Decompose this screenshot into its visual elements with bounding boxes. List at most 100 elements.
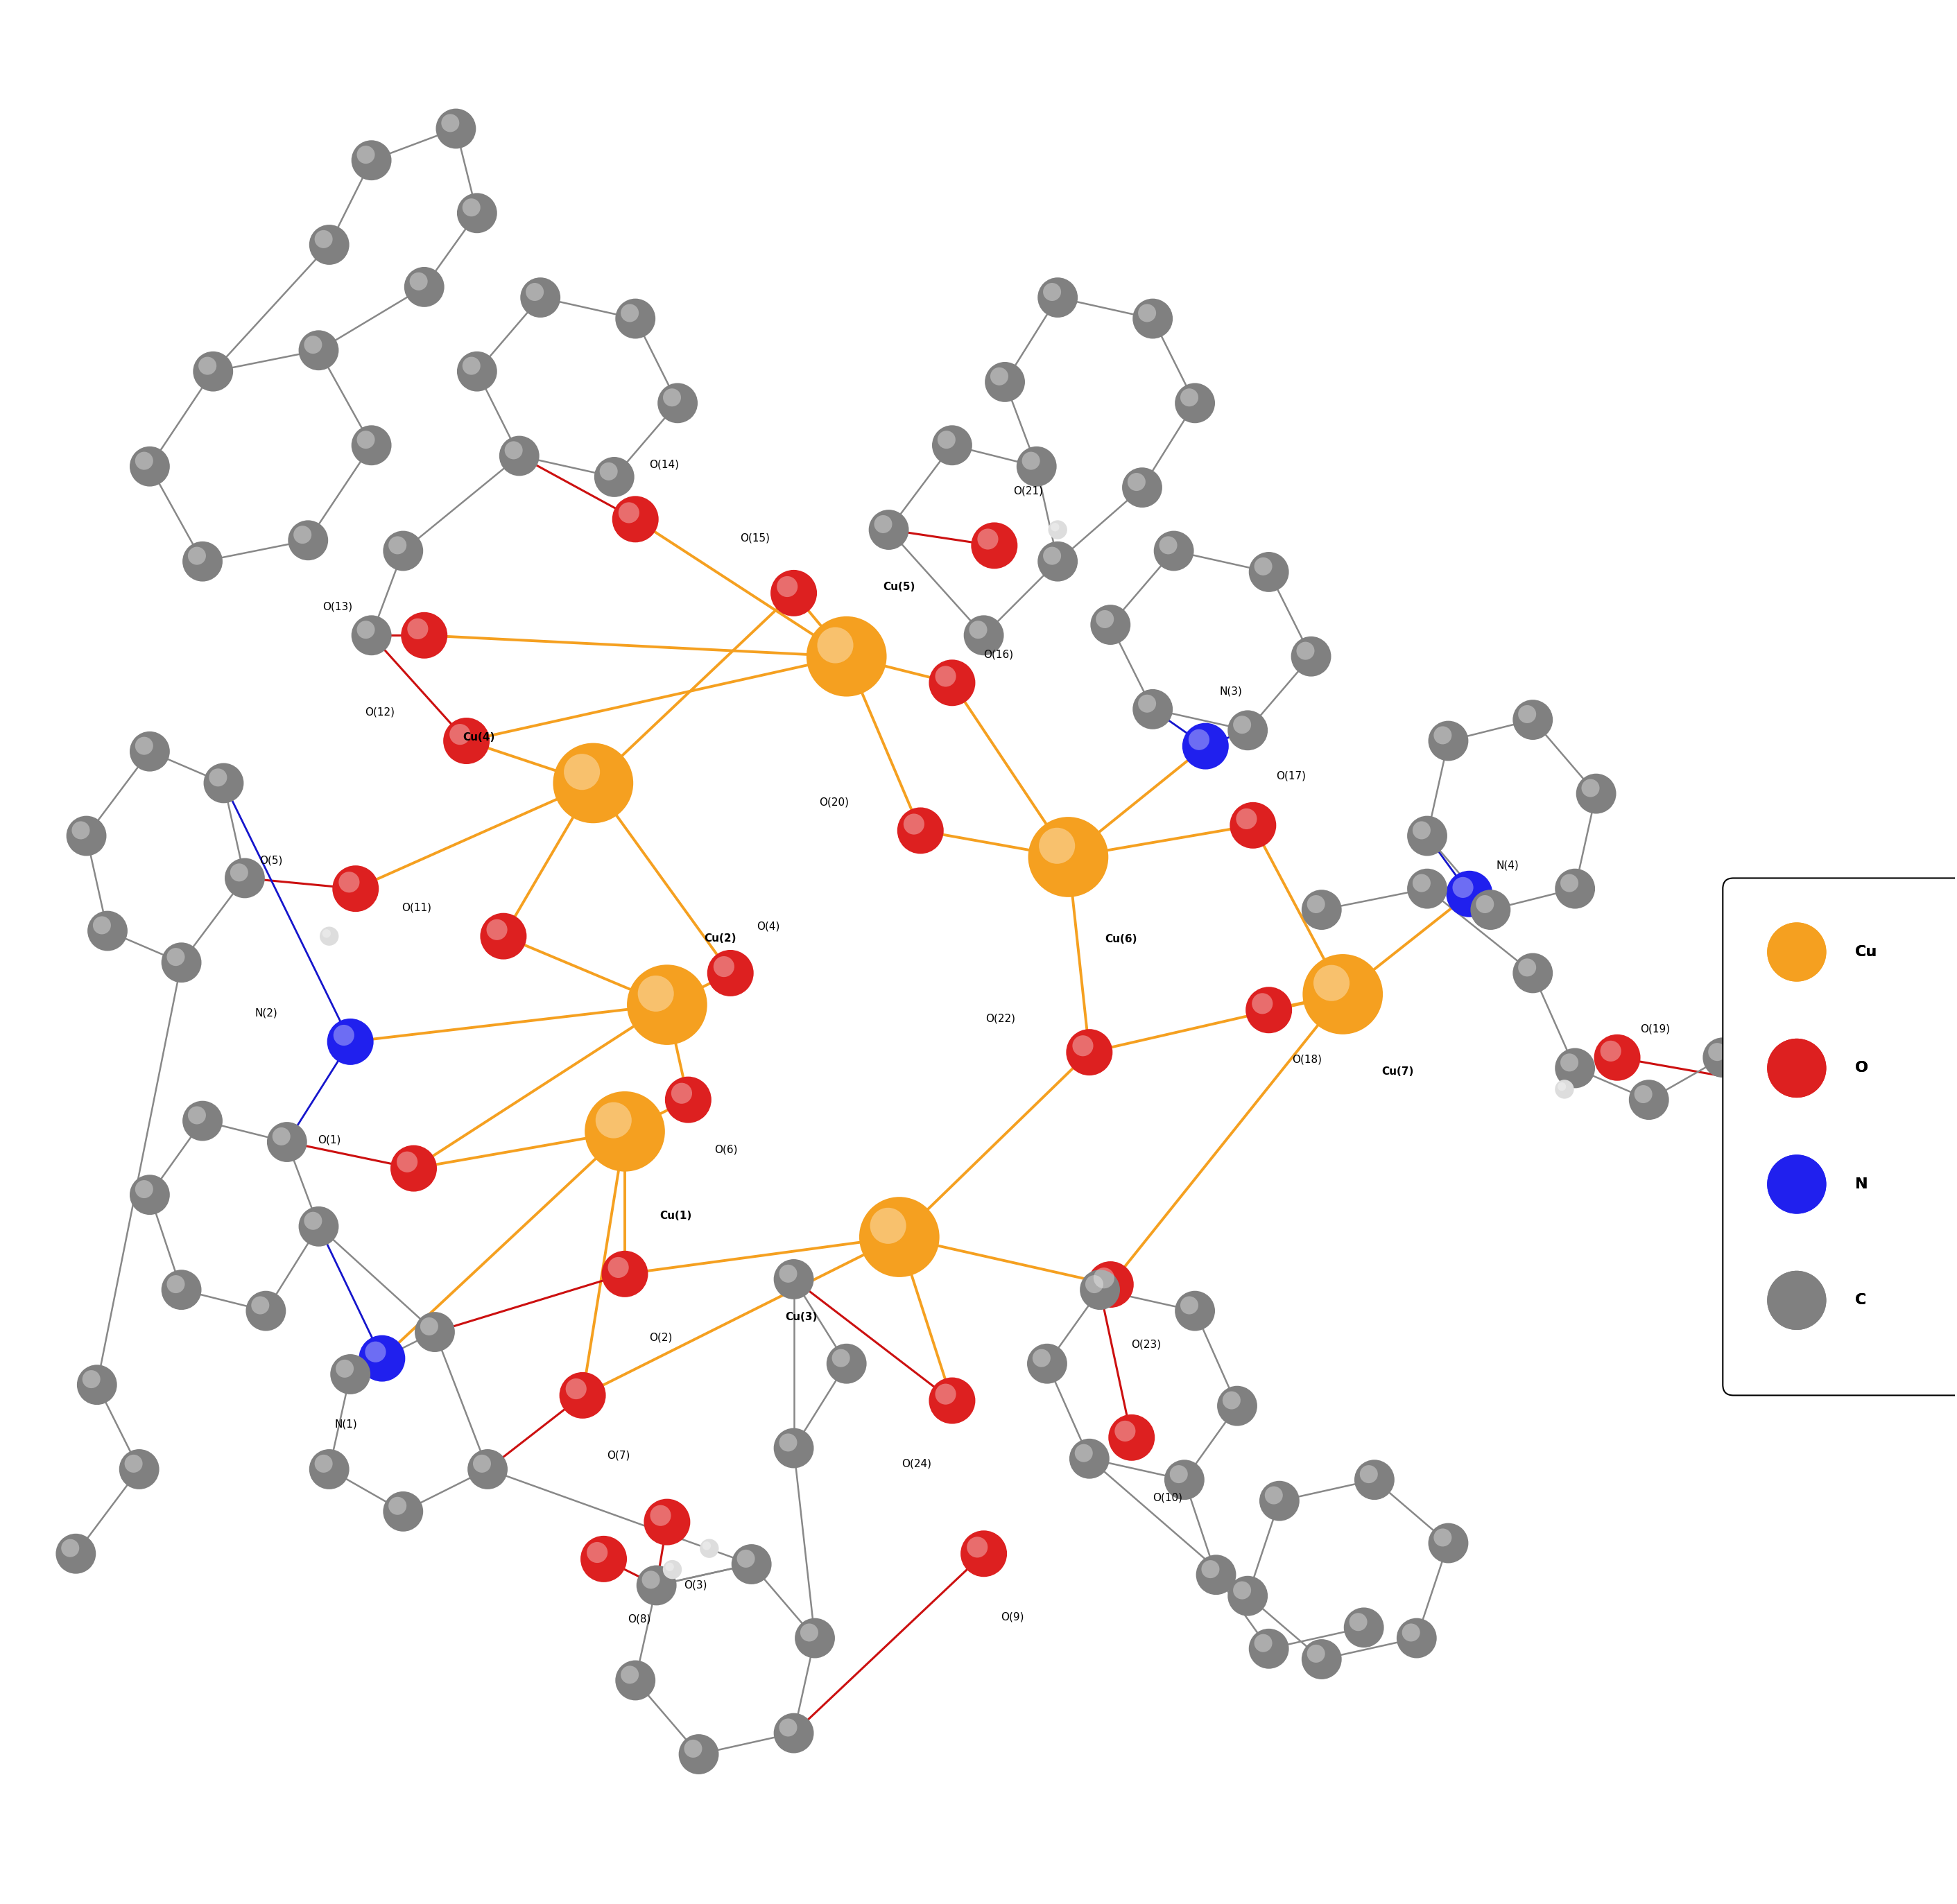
Circle shape: [967, 1537, 988, 1557]
Text: Cu(2): Cu(2): [705, 933, 736, 944]
Circle shape: [626, 965, 706, 1045]
Circle shape: [779, 1434, 796, 1451]
Circle shape: [1237, 809, 1256, 830]
Circle shape: [442, 718, 489, 764]
Circle shape: [1413, 821, 1431, 840]
Circle shape: [1096, 609, 1114, 628]
Circle shape: [125, 1455, 143, 1472]
Circle shape: [1202, 1559, 1219, 1578]
Circle shape: [1223, 1392, 1241, 1409]
Text: O(16): O(16): [984, 649, 1014, 659]
Text: O(23): O(23): [1131, 1340, 1161, 1350]
Circle shape: [1767, 1154, 1826, 1213]
Circle shape: [1182, 724, 1229, 769]
Circle shape: [160, 1270, 202, 1310]
Circle shape: [1560, 1053, 1579, 1072]
Circle shape: [554, 743, 634, 823]
Text: N(4): N(4): [1495, 861, 1519, 870]
Circle shape: [1581, 779, 1599, 798]
Circle shape: [160, 942, 202, 982]
Text: O(11): O(11): [401, 902, 432, 912]
Circle shape: [935, 666, 957, 687]
Circle shape: [620, 305, 638, 322]
Circle shape: [352, 615, 391, 655]
Circle shape: [1249, 552, 1290, 592]
Circle shape: [384, 1491, 423, 1531]
Circle shape: [1429, 1523, 1468, 1563]
Circle shape: [337, 1359, 354, 1378]
Circle shape: [1039, 828, 1074, 864]
Circle shape: [595, 1102, 632, 1139]
Circle shape: [358, 1335, 405, 1382]
Circle shape: [1072, 1036, 1094, 1057]
Circle shape: [1434, 725, 1452, 744]
Circle shape: [1634, 1085, 1652, 1102]
Circle shape: [67, 815, 106, 857]
Circle shape: [564, 754, 601, 790]
Circle shape: [1307, 895, 1325, 914]
Circle shape: [671, 1083, 693, 1104]
Circle shape: [315, 230, 333, 248]
Circle shape: [1348, 1613, 1368, 1632]
Text: Cu(5): Cu(5): [883, 581, 916, 592]
Circle shape: [1556, 1080, 1573, 1099]
Text: C: C: [1855, 1293, 1867, 1308]
Circle shape: [407, 619, 429, 640]
Circle shape: [1127, 472, 1145, 491]
Circle shape: [1767, 922, 1826, 982]
Text: Cu(1): Cu(1): [660, 1211, 691, 1220]
Circle shape: [1115, 1420, 1135, 1441]
Circle shape: [415, 1312, 454, 1352]
Text: O(10): O(10): [1153, 1493, 1182, 1502]
Text: Cu: Cu: [1855, 944, 1877, 960]
Circle shape: [1245, 986, 1292, 1034]
Circle shape: [1037, 541, 1078, 581]
Circle shape: [474, 1455, 491, 1472]
Circle shape: [303, 1211, 323, 1230]
Circle shape: [1252, 994, 1272, 1015]
Circle shape: [319, 927, 339, 946]
Circle shape: [487, 920, 507, 941]
Circle shape: [679, 1735, 718, 1775]
FancyBboxPatch shape: [1722, 878, 1957, 1396]
Text: N(2): N(2): [254, 1007, 278, 1019]
Circle shape: [309, 225, 348, 265]
Circle shape: [638, 975, 673, 1011]
Circle shape: [1133, 689, 1172, 729]
Circle shape: [55, 1533, 96, 1575]
Circle shape: [930, 659, 975, 706]
Circle shape: [225, 859, 264, 899]
Circle shape: [405, 267, 444, 307]
Circle shape: [327, 1019, 374, 1064]
Circle shape: [333, 866, 380, 912]
Circle shape: [1628, 1080, 1669, 1120]
Circle shape: [204, 764, 245, 803]
Circle shape: [1292, 636, 1331, 676]
Circle shape: [773, 1428, 814, 1468]
Circle shape: [990, 367, 1008, 385]
Circle shape: [930, 1377, 975, 1424]
Circle shape: [288, 520, 329, 560]
Circle shape: [182, 1101, 223, 1140]
Circle shape: [1558, 1081, 1566, 1091]
Circle shape: [456, 192, 497, 232]
Circle shape: [231, 864, 249, 882]
Circle shape: [1575, 773, 1616, 813]
Circle shape: [61, 1538, 78, 1557]
Circle shape: [1051, 524, 1059, 531]
Circle shape: [636, 1565, 677, 1605]
Circle shape: [1180, 1297, 1198, 1314]
Text: O(18): O(18): [1292, 1055, 1321, 1064]
Circle shape: [1301, 1639, 1343, 1679]
Circle shape: [969, 621, 986, 638]
Circle shape: [618, 503, 640, 524]
Text: O(2): O(2): [650, 1333, 673, 1342]
Circle shape: [732, 1544, 771, 1584]
Circle shape: [468, 1449, 507, 1489]
Circle shape: [1296, 642, 1315, 661]
Circle shape: [773, 1714, 814, 1754]
Circle shape: [397, 1152, 417, 1173]
Circle shape: [773, 1259, 814, 1299]
Circle shape: [129, 446, 170, 487]
Text: N(3): N(3): [1219, 685, 1243, 697]
